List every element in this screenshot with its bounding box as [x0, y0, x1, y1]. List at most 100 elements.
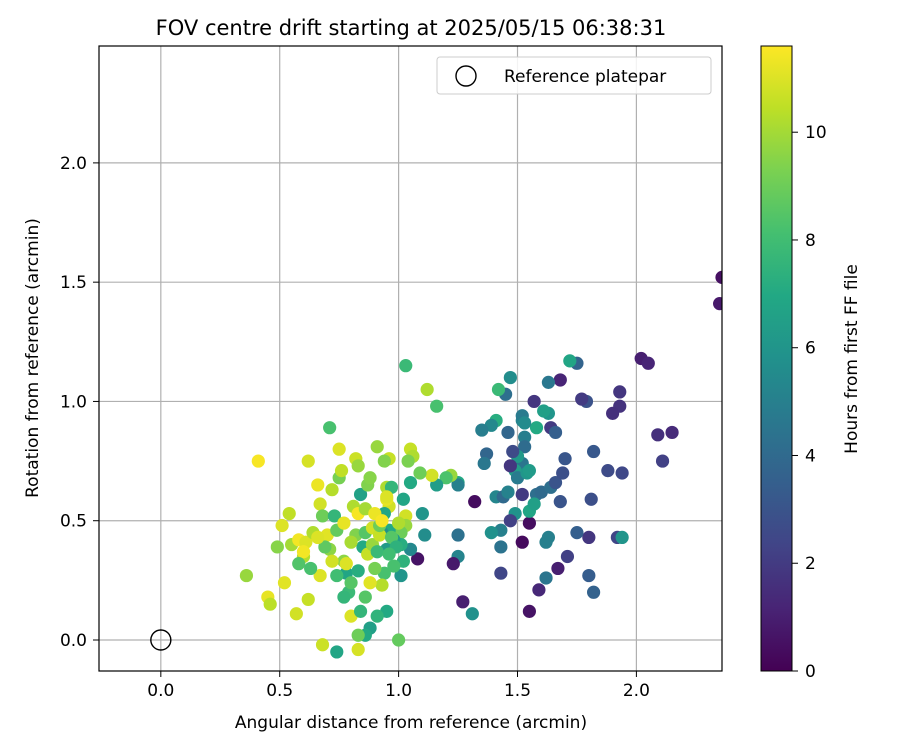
data-point: [541, 530, 556, 545]
grid-lines: [99, 46, 722, 671]
data-point: [582, 568, 596, 583]
data-point: [251, 454, 265, 468]
data-point: [537, 404, 551, 418]
legend-box: [436, 56, 712, 95]
data-point: [315, 638, 330, 652]
data-point: [548, 425, 563, 440]
y-tick-label: 1.5: [60, 273, 87, 293]
data-point: [425, 468, 439, 482]
data-point: [375, 514, 389, 528]
data-point: [337, 516, 351, 530]
data-point: [270, 540, 284, 554]
data-point: [330, 568, 344, 583]
data-point: [522, 464, 536, 478]
colorbar-tick-label: 6: [805, 339, 816, 359]
data-point: [641, 356, 655, 370]
data-point: [415, 506, 429, 521]
y-tick-label: 2.0: [60, 154, 87, 174]
x-tick-label: 1.5: [504, 681, 531, 701]
data-point: [263, 597, 277, 611]
legend: Reference platepar: [436, 56, 712, 95]
chart-title: FOV centre drift starting at 2025/05/15 …: [156, 16, 667, 40]
data-point: [370, 609, 384, 623]
colorbar-gradient: [760, 45, 793, 672]
data-point: [392, 516, 406, 530]
x-tick-label: 2.0: [623, 681, 650, 701]
data-point: [503, 514, 517, 528]
data-point: [327, 509, 342, 523]
x-tick-label: 0.5: [266, 681, 293, 701]
colorbar: 0 2 4 6 8 10 Hours from first FF file: [760, 45, 862, 682]
data-point: [558, 452, 572, 466]
data-point: [311, 530, 325, 545]
data-point: [330, 645, 344, 659]
data-point: [363, 576, 377, 590]
data-point: [282, 506, 296, 521]
data-point: [501, 425, 515, 440]
data-point: [403, 475, 418, 490]
data-point: [518, 416, 532, 430]
data-point: [522, 516, 536, 530]
data-point: [239, 568, 254, 583]
data-point: [387, 559, 401, 573]
data-point: [411, 552, 425, 566]
data-point: [339, 557, 353, 571]
data-point: [501, 485, 515, 499]
data-point: [396, 492, 410, 506]
data-point: [301, 592, 315, 607]
data-point: [615, 466, 629, 480]
data-point: [451, 528, 465, 542]
data-point: [518, 430, 532, 444]
data-point: [430, 399, 444, 413]
data-point: [353, 487, 368, 502]
data-point: [560, 549, 575, 564]
data-point: [584, 492, 598, 506]
y-tick-label: 0.5: [60, 512, 87, 532]
legend-marker-reference-platepar: [455, 65, 477, 87]
data-point: [491, 382, 506, 397]
data-point: [313, 497, 327, 511]
data-point: [420, 382, 434, 397]
data-point: [615, 530, 629, 545]
data-point: [289, 607, 303, 621]
data-point: [715, 270, 722, 284]
data-point: [275, 518, 289, 533]
data-point: [506, 444, 520, 459]
data-point: [363, 471, 377, 485]
data-point: [318, 540, 332, 554]
data-point: [515, 487, 529, 502]
colorbar-ticks: 0 2 4 6 8 10: [792, 123, 827, 682]
data-point: [358, 590, 372, 604]
data-point: [292, 557, 306, 571]
data-point: [380, 490, 394, 504]
data-point: [296, 545, 311, 559]
data-point: [475, 423, 489, 437]
y-axis-label: Rotation from reference (arcmin): [23, 218, 43, 498]
data-point: [570, 526, 584, 540]
data-point: [439, 471, 453, 485]
data-point: [586, 444, 601, 459]
data-point: [351, 459, 365, 473]
data-point: [446, 557, 460, 571]
colorbar-tick-label: 2: [805, 554, 816, 574]
data-point: [337, 590, 351, 604]
data-point: [494, 566, 508, 580]
data-point: [413, 466, 427, 480]
data-point: [548, 475, 563, 490]
data-point: [344, 535, 358, 549]
colorbar-tick-label: 0: [805, 662, 816, 682]
data-point: [368, 561, 382, 576]
x-tick-label: 1.0: [385, 681, 412, 701]
data-point: [665, 425, 679, 440]
data-point: [323, 421, 337, 435]
data-point: [515, 535, 529, 549]
scatter-points: [150, 270, 722, 659]
data-point: [527, 497, 541, 511]
y-tick-label: 1.0: [60, 392, 87, 412]
data-point: [351, 628, 365, 642]
data-point: [311, 478, 325, 492]
colorbar-label: Hours from first FF file: [842, 264, 862, 454]
data-point: [372, 528, 387, 542]
data-point: [377, 454, 391, 468]
